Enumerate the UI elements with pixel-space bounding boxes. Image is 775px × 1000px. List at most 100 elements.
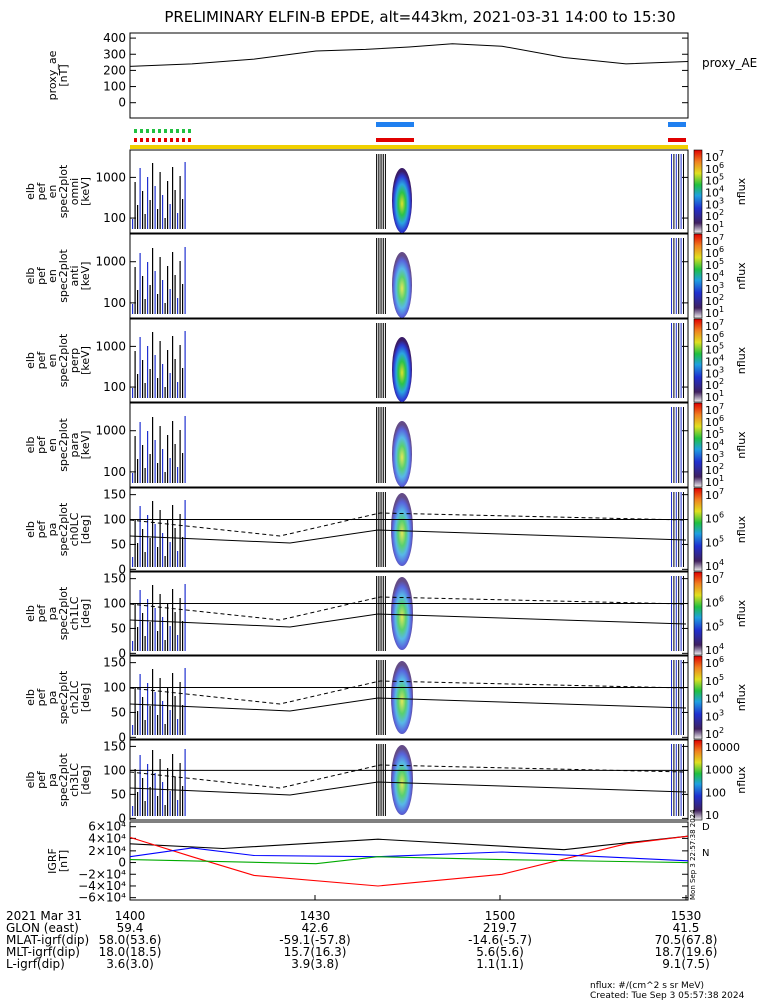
flux-speckle bbox=[149, 538, 151, 567]
proxy-ae-line bbox=[129, 43, 689, 67]
footer-row-label: MLAT-igrf(dip) bbox=[6, 933, 89, 947]
colorbar-tick-label: 10 bbox=[705, 404, 719, 417]
y-axis-label-line: pa bbox=[46, 607, 59, 621]
flux-speckle bbox=[179, 598, 181, 651]
flux-speckle bbox=[381, 744, 383, 816]
colorbar-tick-exponent: 6 bbox=[719, 245, 724, 254]
y-tick-label: 150 bbox=[103, 572, 126, 586]
y-axis-label-line: ch3LC bbox=[68, 763, 81, 797]
flux-speckle bbox=[680, 154, 682, 229]
y-tick-label: 100 bbox=[103, 681, 126, 695]
flux-speckle bbox=[169, 626, 171, 651]
flux-speckle bbox=[673, 492, 675, 567]
colorbar-tick-label: 10 bbox=[705, 344, 719, 357]
footer-value: 15.7(16.3) bbox=[284, 945, 347, 959]
flux-speckle bbox=[383, 492, 385, 567]
flux-speckle bbox=[379, 660, 381, 735]
flux-speckle bbox=[152, 248, 154, 314]
y-axis-label-line: spec2plot bbox=[57, 670, 70, 724]
status-dot-red bbox=[164, 138, 167, 142]
loss-cone-dashed bbox=[129, 596, 687, 621]
status-dot-green bbox=[176, 129, 179, 133]
flux-speckle bbox=[675, 407, 677, 483]
flux-speckle bbox=[177, 719, 179, 735]
flux-speckle bbox=[167, 266, 169, 314]
flux-speckle bbox=[179, 514, 181, 567]
flux-speckle bbox=[184, 584, 186, 651]
colorbar-unit-label: nflux bbox=[735, 766, 748, 794]
flux-speckle bbox=[377, 154, 379, 229]
flux-speckle bbox=[154, 608, 156, 651]
flux-speckle bbox=[167, 768, 169, 816]
y-tick-label: 400 bbox=[103, 31, 126, 45]
flux-speckle bbox=[678, 492, 680, 567]
colorbar-tick-exponent: 6 bbox=[719, 330, 724, 339]
flux-speckle bbox=[172, 167, 174, 229]
flux-speckle bbox=[164, 303, 166, 314]
flux-speckle bbox=[385, 238, 386, 314]
y-axis-label-line: [deg] bbox=[79, 683, 92, 712]
y-tick-label: 0 bbox=[118, 96, 126, 110]
colorbar-gradient bbox=[693, 571, 703, 656]
y-axis-label-line: [nT] bbox=[57, 64, 70, 86]
y-axis-label-line: IGRF bbox=[46, 848, 59, 874]
footer-value: 42.6 bbox=[302, 921, 329, 935]
footer-value: 219.7 bbox=[483, 921, 517, 935]
footer-value: -14.6(-5.7) bbox=[468, 933, 532, 947]
colorbar-tick-label: 1000 bbox=[705, 764, 733, 777]
colorbar-tick-exponent: 1 bbox=[719, 474, 724, 483]
flux-speckle bbox=[167, 350, 169, 398]
flux-speckle bbox=[680, 492, 682, 567]
flux-speckle bbox=[134, 351, 136, 398]
flux-speckle bbox=[177, 213, 179, 229]
flux-speckle bbox=[379, 407, 381, 483]
flux-blob bbox=[392, 168, 412, 233]
colorbar-tick-label: 10 bbox=[705, 222, 719, 235]
igrf-series-line bbox=[129, 856, 689, 865]
flux-speckle bbox=[164, 218, 166, 229]
y-tick-label: 1000 bbox=[95, 424, 126, 438]
flux-speckle bbox=[182, 705, 184, 735]
footer-value: 5.6(5.6) bbox=[476, 945, 524, 959]
status-dot-red bbox=[188, 138, 191, 142]
colorbar-tick-label: 10 bbox=[705, 693, 719, 706]
flux-speckle bbox=[675, 660, 677, 735]
colorbar-tick-exponent: 3 bbox=[719, 708, 724, 717]
colorbar-tick-label: 10 bbox=[705, 573, 719, 586]
y-tick-label: 100 bbox=[103, 465, 126, 479]
colorbar-tick-exponent: 6 bbox=[719, 595, 724, 604]
y-axis-label-line: [keV] bbox=[79, 177, 92, 206]
y-tick-label: −4×10⁴ bbox=[78, 879, 126, 893]
colorbar-gradient bbox=[693, 233, 703, 319]
status-dot-red bbox=[146, 138, 149, 142]
footer-value: 3.6(3.0) bbox=[106, 957, 154, 971]
colorbar-tick-exponent: 4 bbox=[719, 438, 724, 447]
flux-speckle bbox=[381, 154, 383, 229]
flux-speckle bbox=[184, 416, 186, 483]
flux-speckle bbox=[139, 168, 141, 229]
status-bar-blue-2 bbox=[668, 122, 686, 127]
flux-speckle bbox=[385, 744, 386, 816]
flux-speckle bbox=[152, 332, 154, 398]
colorbar-tick-label: 10 bbox=[705, 307, 719, 320]
colorbar-tick-label: 10 bbox=[705, 235, 719, 248]
y-axis-label-line: pef bbox=[35, 520, 48, 539]
flux-speckle bbox=[377, 238, 379, 314]
loss-cone-line bbox=[129, 529, 687, 544]
status-bars bbox=[130, 122, 688, 149]
y-tick-label: 50 bbox=[111, 787, 126, 801]
flux-speckle bbox=[385, 154, 386, 229]
status-dot-red bbox=[170, 138, 173, 142]
flux-speckle bbox=[147, 431, 149, 483]
flux-speckle bbox=[162, 617, 164, 651]
colorbar-tick-exponent: 5 bbox=[719, 173, 724, 182]
y-tick-label: 50 bbox=[111, 537, 126, 551]
flux-speckle bbox=[149, 622, 151, 651]
y-axis-label-line: omni bbox=[68, 178, 81, 205]
flux-speckle bbox=[671, 492, 672, 567]
y-axis-label-line: perp bbox=[68, 348, 81, 373]
flux-speckle bbox=[675, 154, 677, 229]
flux-speckle bbox=[147, 346, 149, 398]
